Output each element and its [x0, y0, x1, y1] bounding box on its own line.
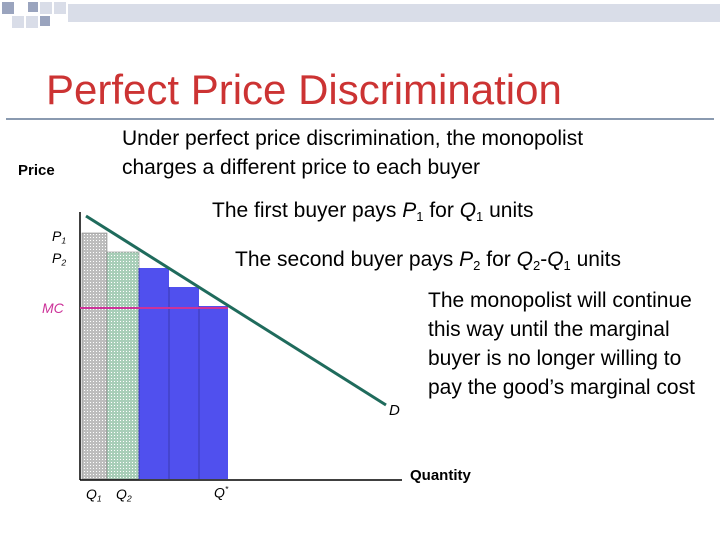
slide-title: Perfect Price Discrimination [46, 66, 562, 113]
bar-second-buyer [106, 251, 140, 480]
statement-second-buyer: The second buyer pays P2 for Q2-Q1 units [235, 248, 621, 273]
label-q1: Q1 [86, 486, 102, 504]
title-divider [6, 118, 714, 120]
statement-marginal-buyer: The monopolist will continue this way un… [428, 289, 695, 399]
intro-text: Under perfect price discrimination, the … [122, 124, 583, 182]
label-mc: MC [42, 300, 64, 316]
label-q2: Q2 [116, 486, 132, 504]
bar-fourth-buyer [169, 287, 199, 479]
label-qstar: Q* [214, 484, 229, 501]
intro-line-2: charges a different price to each buyer [122, 156, 480, 179]
x-axis-label: Quantity [410, 467, 471, 484]
bar-third-buyer [139, 268, 169, 479]
label-p1: P1 [52, 228, 67, 246]
bar-first-buyer [81, 232, 108, 480]
label-p2: P2 [52, 250, 67, 268]
header-decoration [0, 0, 720, 28]
intro-line-1: Under perfect price discrimination, the … [122, 127, 584, 150]
bar-marginal-buyer [199, 306, 228, 479]
label-demand: D [389, 402, 400, 419]
y-axis-label: Price [18, 162, 55, 179]
demand-line [85, 214, 387, 407]
statement-first-buyer: The first buyer pays P1 for Q1 units [212, 199, 534, 224]
